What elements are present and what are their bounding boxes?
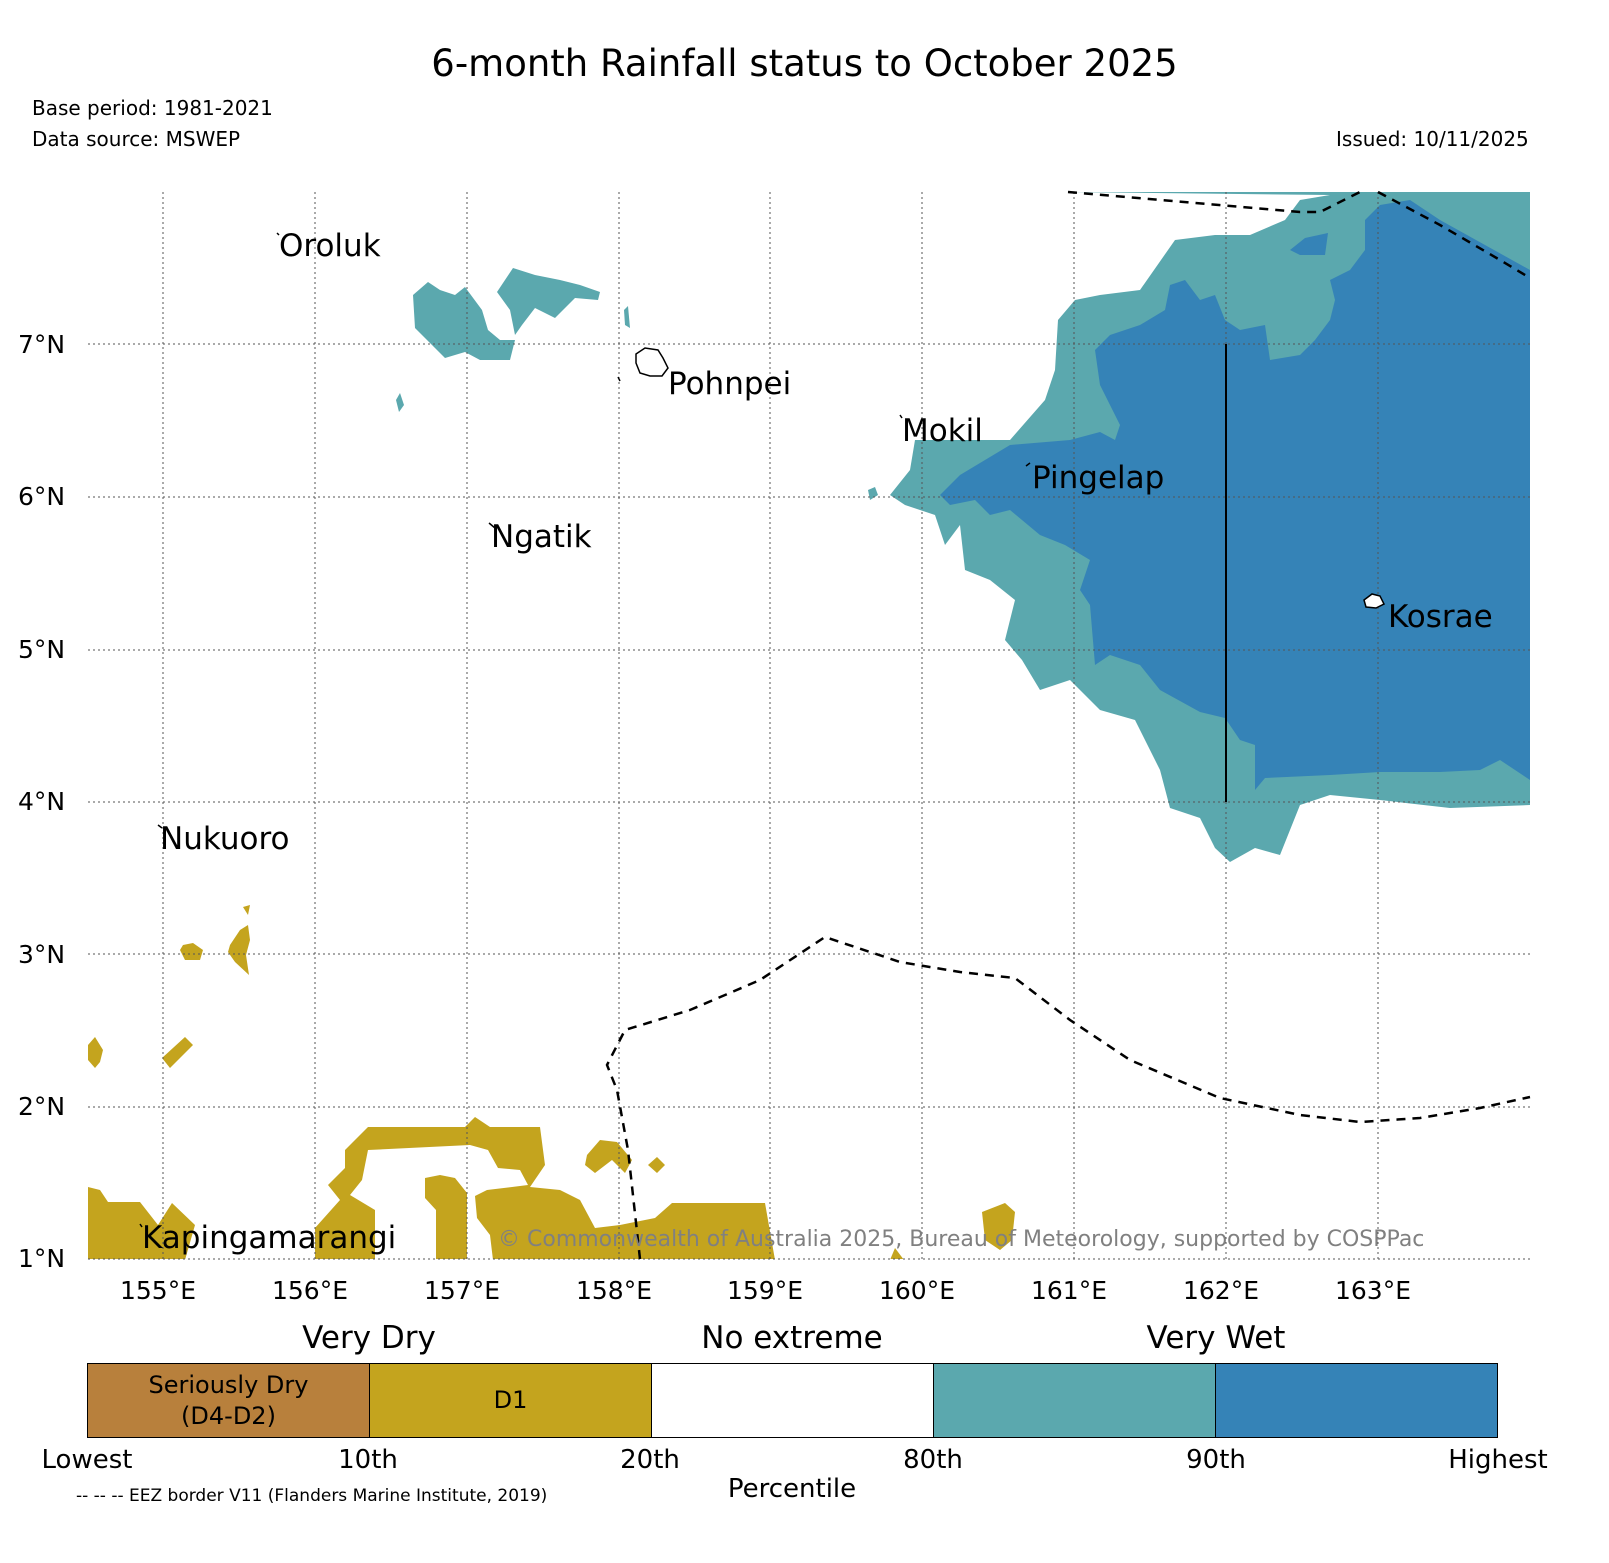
wet-80-patch-1 [413, 282, 515, 360]
place-oroluk: Oroluk [279, 228, 381, 264]
place-mokil: Mokil [902, 413, 983, 449]
lon-tick-160e: 160°E [879, 1276, 956, 1305]
legend-d1-swatch: D1 [370, 1364, 652, 1437]
legend-very-wet: Very Wet [1146, 1320, 1286, 1356]
place-ngatik: Ngatik [491, 519, 592, 555]
map-area [88, 192, 1530, 1259]
lon-tick-162e: 162°E [1183, 1276, 1260, 1305]
legend-very-dry: Very Dry [302, 1320, 436, 1356]
wet-80-small [868, 487, 878, 500]
island-markers [139, 232, 1031, 1228]
legend-seriously-dry-label: Seriously Dry (D4-D2) [148, 1370, 309, 1430]
d1-patch-south-main [88, 1187, 195, 1259]
data-source: Data source: MSWEP [32, 127, 241, 151]
d1-patch-west-2 [162, 1037, 193, 1068]
lat-tick-2n: 2°N [18, 1092, 66, 1121]
d1-patch-west-4 [228, 925, 250, 975]
legend-tick-highest: Highest [1448, 1445, 1548, 1475]
lon-tick-155e: 155°E [120, 1276, 197, 1305]
place-kapingamarangi: Kapingamarangi [142, 1220, 397, 1256]
lon-tick-159e: 159°E [727, 1276, 804, 1305]
legend-d1-label: D1 [493, 1386, 528, 1414]
lat-tick-4n: 4°N [18, 787, 66, 816]
eez-note: -- -- -- EEZ border V11 (Flanders Marine… [76, 1486, 548, 1506]
gridlines [88, 192, 1530, 1260]
d1-patch-west-1 [88, 1037, 103, 1068]
place-pohnpei: Pohnpei [668, 366, 792, 402]
legend-wet-80-swatch [934, 1364, 1216, 1437]
d1-hole [350, 1145, 528, 1259]
legend-no-extreme-swatch [652, 1364, 934, 1437]
kosrae-island [1363, 593, 1386, 609]
legend-tick-80th: 80th [903, 1445, 963, 1475]
pohnpei-island [635, 347, 669, 377]
wet-80-patch-2 [497, 268, 600, 335]
lon-tick-158e: 158°E [576, 1276, 653, 1305]
legend-seriously-dry-swatch: Seriously Dry (D4-D2) [88, 1364, 370, 1437]
place-kosrae: Kosrae [1388, 599, 1493, 635]
lat-tick-7n: 7°N [18, 330, 66, 359]
legend-tick-90th: 90th [1186, 1445, 1246, 1475]
legend-no-extreme: No extreme [701, 1320, 883, 1356]
wet-80-patch-4 [396, 393, 404, 412]
lat-tick-3n: 3°N [18, 940, 66, 969]
d1-patch-east [982, 1203, 1015, 1250]
issued-date: Issued: 10/11/2025 [1336, 127, 1529, 151]
map-title: 6-month Rainfall status to October 2025 [431, 42, 1178, 85]
lat-tick-6n: 6°N [18, 482, 66, 511]
legend-tick-10th: 10th [338, 1445, 398, 1475]
place-nukuoro: Nukuoro [160, 821, 290, 857]
legend-tick-lowest: Lowest [41, 1445, 133, 1475]
base-period: Base period: 1981-2021 [32, 96, 273, 120]
legend-tick-20th: 20th [620, 1445, 680, 1475]
lon-tick-157e: 157°E [424, 1276, 501, 1305]
wet-90-small [1290, 233, 1328, 255]
legend-colorbar: Seriously Dry (D4-D2) D1 [87, 1363, 1498, 1438]
copyright-notice: © Commonwealth of Australia 2025, Bureau… [498, 1227, 1425, 1252]
lon-tick-161e: 161°E [1031, 1276, 1108, 1305]
d1-patch-west-3 [180, 943, 203, 960]
eez-borders [605, 190, 1531, 1260]
place-pingelap: Pingelap [1032, 460, 1165, 496]
lon-tick-156e: 156°E [272, 1276, 349, 1305]
wet-90-region [940, 200, 1530, 790]
lat-tick-5n: 5°N [18, 635, 66, 664]
d1-patch-west-5 [243, 905, 250, 915]
wet-80-patch-3 [624, 306, 630, 328]
legend-axis-label: Percentile [727, 1474, 857, 1504]
d1-patch-mid-1 [585, 1140, 632, 1173]
d1-patch-east-2 [890, 1248, 904, 1259]
lon-tick-163e: 163°E [1335, 1276, 1412, 1305]
d1-patch-mid-2 [648, 1157, 665, 1173]
lat-tick-1n: 1°N [18, 1244, 66, 1273]
legend-wet-90-swatch [1216, 1364, 1497, 1437]
